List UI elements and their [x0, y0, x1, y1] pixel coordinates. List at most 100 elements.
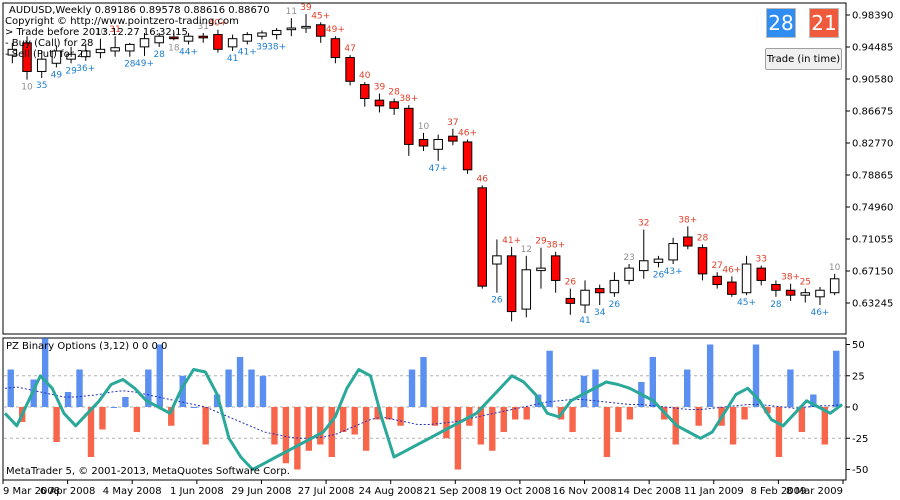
candle-signal-label: 28 — [697, 233, 709, 243]
candle: 39 — [374, 83, 385, 113]
candle-body — [271, 29, 282, 36]
candle-signal-label: 11 — [286, 7, 297, 17]
candle: 27 — [711, 261, 723, 289]
histogram-bar — [729, 407, 737, 445]
candle: 29 — [65, 46, 77, 76]
candle: 26 — [565, 278, 576, 315]
trade-before-text: > Trade before 2013.12.27 16:32:15 — [5, 27, 188, 38]
candle: 37 — [447, 118, 459, 146]
candle: 12 — [521, 245, 532, 318]
candle-body — [712, 275, 722, 286]
histogram-bar — [133, 407, 141, 432]
histogram-bar — [282, 407, 290, 464]
candle-body — [389, 101, 399, 109]
histogram-bar — [569, 407, 576, 432]
histogram-bar — [512, 407, 519, 420]
candle-body — [301, 25, 311, 29]
histogram-bar — [374, 407, 381, 420]
candle-signal-label: 41+ — [502, 236, 521, 246]
candle-body — [315, 24, 326, 37]
time-tick-label: 27 Jul 2008 — [298, 486, 355, 497]
candle-signal-label: 28 — [388, 88, 400, 98]
candle-signal-label: 34 — [594, 308, 606, 318]
candle: 32 — [638, 219, 649, 279]
histogram-bar — [190, 407, 198, 408]
candle: 23 — [623, 253, 635, 285]
candle: 45+ — [311, 11, 330, 43]
candle-body — [286, 27, 297, 31]
candle-signal-label: 27 — [711, 261, 722, 271]
histogram-bar — [202, 407, 209, 445]
candle-body — [95, 48, 106, 54]
histogram-bar — [408, 369, 416, 407]
candle-body — [683, 236, 693, 247]
histogram-bar — [833, 350, 840, 407]
candle-signal-label: 28 — [153, 50, 165, 60]
candle-signal-label: 39 — [256, 43, 268, 53]
histogram-bar — [775, 407, 783, 457]
price-tick-label: 0.67150 — [852, 267, 893, 278]
candle-signal-label: 26 — [491, 296, 503, 306]
metatrader-footer: MetaTrader 5, © 2001-2013, MetaQuotes So… — [6, 466, 290, 477]
candle-signal-label: 23 — [623, 253, 634, 263]
histogram-bar — [431, 407, 439, 426]
candle: 49+ — [135, 32, 154, 69]
candle-body — [169, 36, 179, 40]
sell-put-text: - Sell (Put) for 21 — [5, 49, 90, 60]
histogram-bar — [225, 369, 232, 407]
candle-signal-label: 40+ — [208, 19, 227, 29]
candle-signal-label: 29 — [65, 66, 77, 76]
candle-signal-label: 47 — [344, 44, 355, 54]
price-tick-label: 0.86675 — [852, 107, 893, 118]
candle-body — [800, 292, 811, 296]
candle: 34 — [594, 284, 606, 318]
candle: 44+ — [179, 32, 198, 57]
candle-body — [580, 289, 590, 306]
histogram-bar — [122, 397, 129, 407]
candle: 28 — [388, 88, 400, 115]
candle-body — [242, 34, 253, 42]
candle-body — [506, 255, 517, 313]
candle: 38+ — [267, 28, 286, 53]
candle-body — [785, 289, 796, 296]
candle: 18 — [168, 31, 180, 53]
candle-signal-label: 45+ — [737, 298, 756, 308]
candle-signal-label: 37 — [447, 118, 458, 128]
candle: 10 — [418, 122, 429, 151]
time-tick-label: 19 Oct 2008 — [489, 486, 551, 497]
histogram-bar — [787, 369, 794, 407]
candle-signal-label: 10 — [829, 263, 841, 273]
candle: 33 — [756, 255, 767, 286]
put-count-button[interactable]: 21 — [809, 8, 839, 38]
price-pane[interactable] — [2, 2, 847, 335]
candle: 46+ — [458, 128, 477, 174]
candle: 41 — [579, 280, 591, 326]
candle-signal-label: 46 — [477, 174, 489, 184]
candle-body — [81, 50, 91, 58]
candle-signal-label: 35 — [36, 81, 47, 91]
time-tick-label: 1 Jun 2008 — [170, 486, 224, 497]
candle-signal-label: 18 — [168, 43, 180, 53]
trade-in-time-button[interactable]: Trade (in time) — [765, 48, 842, 70]
candle-body — [198, 35, 208, 39]
candle: 46+ — [722, 265, 741, 297]
candle-signal-label: 38+ — [546, 241, 565, 251]
candle-signal-label: 33 — [756, 255, 767, 265]
candle-signal-label: 28 — [124, 60, 136, 70]
candle-body — [815, 289, 825, 298]
candle-body — [727, 281, 737, 295]
candle-signal-label: 12 — [521, 245, 532, 255]
histogram-bar — [385, 407, 393, 420]
candle: 38+ — [546, 241, 565, 293]
candle-body — [51, 50, 62, 64]
candle: 38+ — [399, 94, 418, 156]
call-count-button[interactable]: 28 — [766, 8, 796, 38]
candle-body — [829, 278, 840, 294]
time-tick-label: 6 Apr 2008 — [40, 486, 95, 497]
indicator-axis: 50 25 0 -25 -50 — [846, 340, 868, 476]
histogram-bar — [626, 407, 634, 420]
indicator-tick-label: 0 — [852, 403, 858, 414]
candle-signal-label: 46+ — [458, 128, 477, 138]
